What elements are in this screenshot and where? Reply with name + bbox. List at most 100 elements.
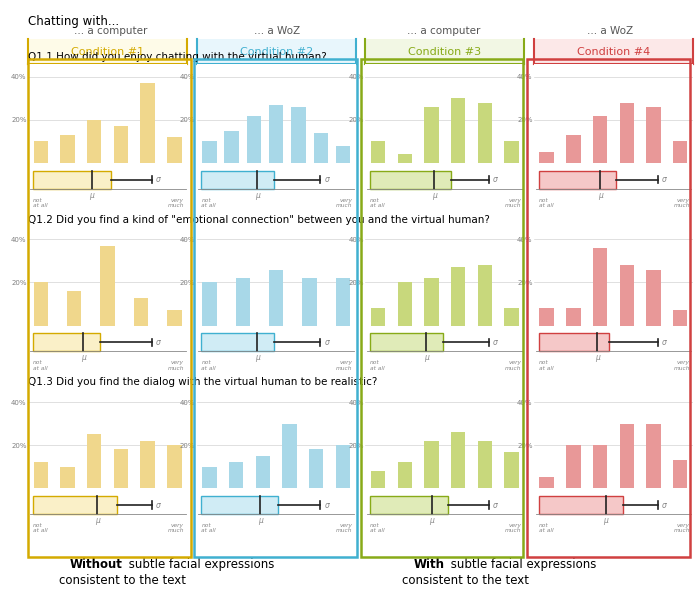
Bar [194, 59, 357, 557]
Bar [167, 311, 181, 326]
Bar [398, 463, 412, 488]
Bar [451, 267, 466, 326]
Bar [360, 59, 524, 557]
Bar [505, 141, 519, 163]
Bar [60, 135, 75, 163]
Bar [540, 478, 554, 488]
Bar [539, 333, 609, 352]
Text: ... a computer: ... a computer [74, 26, 148, 36]
Bar [620, 265, 634, 326]
Bar [282, 423, 297, 488]
Text: σ: σ [662, 175, 666, 185]
Bar [336, 278, 350, 326]
Bar [33, 496, 117, 514]
Bar [236, 278, 250, 326]
Bar [113, 127, 128, 163]
Bar [291, 107, 306, 163]
Text: not
at all: not at all [370, 360, 385, 370]
Text: not
at all: not at all [539, 360, 553, 370]
Text: very
much: very much [167, 523, 184, 533]
Text: very
much: very much [336, 523, 353, 533]
Text: μ: μ [424, 353, 428, 362]
Bar [34, 141, 48, 163]
Text: σ: σ [493, 338, 498, 347]
Bar [646, 423, 661, 488]
Text: μ: μ [603, 516, 608, 525]
Bar [202, 496, 279, 514]
Text: Without: Without [69, 558, 122, 571]
Bar [477, 103, 492, 163]
Bar [370, 496, 449, 514]
Text: not
at all: not at all [202, 360, 216, 370]
Text: Q1.3 Did you find the dialog with the virtual human to be realistic?: Q1.3 Did you find the dialog with the vi… [28, 377, 377, 387]
Bar [246, 116, 261, 163]
Bar [336, 445, 350, 488]
Text: very
much: very much [336, 360, 353, 370]
Bar [141, 441, 155, 488]
Text: Condition #4: Condition #4 [577, 46, 650, 57]
Text: With: With [414, 558, 444, 571]
Bar [256, 456, 270, 488]
Bar [526, 59, 690, 557]
Text: σ: σ [493, 175, 498, 185]
Bar [134, 297, 148, 326]
Bar [202, 171, 274, 189]
Bar [424, 107, 439, 163]
Text: not
at all: not at all [33, 360, 48, 370]
Bar [60, 467, 75, 488]
Text: very
much: very much [505, 523, 522, 533]
Bar [539, 171, 616, 189]
Text: not
at all: not at all [202, 523, 216, 533]
Bar [113, 449, 128, 488]
Bar [309, 449, 323, 488]
Bar [566, 308, 580, 326]
Bar [336, 146, 350, 163]
Bar [398, 154, 412, 163]
Bar [477, 441, 492, 488]
Bar [673, 460, 687, 488]
Bar [540, 152, 554, 163]
Text: very
much: very much [673, 523, 690, 533]
Text: not
at all: not at all [370, 198, 385, 208]
Bar [33, 333, 100, 352]
Text: σ: σ [324, 338, 329, 347]
Text: μ: μ [595, 353, 600, 362]
Text: very
much: very much [673, 198, 690, 208]
Bar [371, 471, 385, 488]
Bar [539, 496, 623, 514]
Text: Condition #1: Condition #1 [71, 46, 144, 57]
Text: subtle facial expressions: subtle facial expressions [125, 558, 274, 571]
Bar [477, 265, 492, 326]
Bar [229, 463, 244, 488]
Text: σ: σ [662, 338, 666, 347]
Text: not
at all: not at all [33, 523, 48, 533]
Bar [673, 141, 687, 163]
Bar [451, 98, 466, 163]
Bar [593, 445, 608, 488]
Text: not
at all: not at all [370, 523, 385, 533]
Bar [398, 282, 412, 326]
Bar [370, 171, 452, 189]
Text: not
at all: not at all [33, 198, 48, 208]
Text: very
much: very much [673, 360, 690, 370]
Bar [646, 270, 661, 326]
Bar [33, 171, 111, 189]
Text: ... a WoZ: ... a WoZ [587, 26, 633, 36]
Text: ... a computer: ... a computer [407, 26, 480, 36]
Text: μ: μ [258, 516, 262, 525]
Bar [202, 141, 216, 163]
Text: very
much: very much [167, 198, 184, 208]
Bar [302, 278, 316, 326]
Text: not
at all: not at all [539, 523, 553, 533]
Text: σ: σ [493, 500, 498, 510]
Bar [202, 282, 216, 326]
Bar [505, 452, 519, 488]
Text: consistent to the text: consistent to the text [59, 574, 186, 587]
Bar [202, 467, 216, 488]
Text: μ: μ [80, 353, 85, 362]
Text: ... a WoZ: ... a WoZ [254, 26, 300, 36]
Text: μ: μ [598, 191, 603, 200]
Bar [371, 141, 385, 163]
Bar [673, 311, 687, 326]
Text: μ: μ [94, 516, 99, 525]
